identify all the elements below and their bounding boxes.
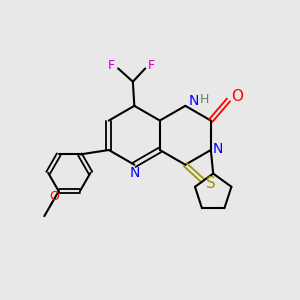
Text: N: N bbox=[188, 94, 199, 108]
Text: O: O bbox=[50, 190, 59, 203]
Text: S: S bbox=[206, 176, 216, 191]
Text: H: H bbox=[200, 93, 209, 106]
Text: N: N bbox=[129, 166, 140, 180]
Text: N: N bbox=[213, 142, 224, 155]
Text: F: F bbox=[148, 59, 155, 72]
Text: O: O bbox=[231, 89, 243, 104]
Text: F: F bbox=[108, 59, 115, 72]
